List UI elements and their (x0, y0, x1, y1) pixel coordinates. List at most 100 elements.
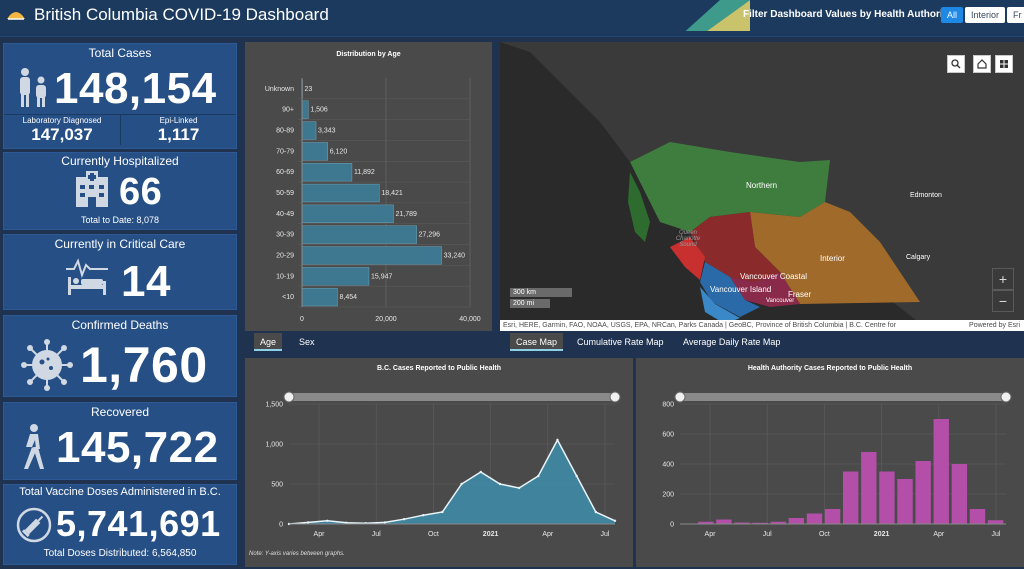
ha-cases-bar[interactable] (843, 471, 859, 525)
total-cases-title: Total Cases (88, 46, 152, 60)
range-slider-end-handle[interactable] (1000, 391, 1012, 403)
age-bar[interactable] (301, 267, 370, 286)
age-value-label: 8,454 (340, 294, 358, 301)
ha-cases-bar[interactable] (806, 513, 823, 525)
cases-point[interactable] (460, 482, 463, 486)
cases-point[interactable] (402, 518, 406, 521)
vaccine-value: 5,741,691 (56, 503, 221, 544)
map-label-northern: Northern (746, 181, 778, 190)
hospitalized-card: Currently Hospitalized 66 Total to Date:… (3, 152, 237, 230)
series-x-tick-label: Apr (542, 531, 554, 538)
cases-point[interactable] (498, 482, 502, 486)
cases-point[interactable] (383, 521, 387, 524)
filter-fraser-button[interactable]: Fr (1007, 7, 1024, 23)
ha-cases-bar[interactable] (734, 522, 750, 525)
age-bar[interactable] (301, 246, 442, 265)
cases-point[interactable] (326, 519, 329, 522)
range-slider-start-handle[interactable] (674, 391, 686, 403)
age-value-label: 18,421 (381, 190, 403, 197)
map-label-vancouver: Vancouver (766, 298, 795, 304)
tab-cumulative-rate-map[interactable]: Cumulative Rate Map (577, 337, 664, 347)
map-search-button[interactable] (947, 55, 965, 73)
cases-point[interactable] (345, 521, 348, 524)
ha-cases-bar[interactable] (987, 520, 1004, 524)
ha-cases-chart: 0 200 400 600 800 Apr Jul Oct 2021 Apr Jul (662, 391, 1012, 538)
lab-diagnosed-cell: Laboratory Diagnosed 147,037 (4, 115, 121, 145)
cases-area[interactable] (289, 440, 615, 524)
series-y-tick-label: 600 (662, 432, 674, 439)
ha-cases-bar[interactable] (824, 509, 841, 524)
cases-point[interactable] (422, 514, 425, 517)
ha-cases-bar[interactable] (716, 519, 732, 525)
ha-cases-bar[interactable] (897, 479, 913, 524)
epi-linked-cell: Epi-Linked 1,117 (121, 115, 236, 145)
tab-age[interactable]: Age (254, 333, 283, 351)
series-x-tick-label: Jul (763, 531, 772, 538)
map-basemap-button[interactable] (995, 55, 1013, 73)
age-chart-title: Distribution by Age (336, 51, 401, 58)
cases-point[interactable] (479, 470, 482, 474)
range-slider-track[interactable] (289, 393, 615, 401)
range-slider-track[interactable] (680, 393, 1006, 401)
series-x-tick-label: Jul (601, 531, 610, 538)
series-y-tick-label: 400 (662, 462, 674, 469)
y-axis-note: Note: Y-axis varies between graphs. (249, 551, 345, 557)
age-bar[interactable] (301, 142, 328, 161)
series-y-tick-label: 800 (662, 402, 674, 409)
filter-interior-button[interactable]: Interior (965, 7, 1006, 23)
ha-cases-bar[interactable] (752, 522, 768, 524)
age-category-label: 50-59 (276, 190, 294, 197)
ha-cases-bar[interactable] (951, 464, 968, 524)
recovered-value: 145,722 (56, 423, 219, 472)
cases-point[interactable] (613, 519, 617, 522)
cases-point[interactable] (517, 486, 521, 490)
filter-all-button[interactable]: All (941, 7, 964, 23)
series-x-tick-label: 2021 (874, 531, 890, 538)
ha-cases-bar[interactable] (969, 509, 986, 524)
map-home-button[interactable] (973, 55, 991, 73)
critical-care-title: Currently in Critical Care (54, 237, 186, 251)
cases-point[interactable] (441, 510, 444, 514)
range-slider-start-handle[interactable] (283, 391, 295, 403)
zoom-out-button[interactable]: − (992, 290, 1014, 312)
age-bar[interactable] (301, 204, 394, 223)
cases-point[interactable] (306, 521, 310, 524)
critical-care-card: Currently in Critical Care 14 (3, 234, 237, 310)
series-y-tick-label: 200 (662, 492, 674, 499)
range-slider-end-handle[interactable] (609, 391, 621, 403)
vaccine-syringe-icon (16, 507, 52, 543)
cases-point[interactable] (594, 510, 598, 514)
filter-label: Filter Dashboard Values by Health Author… (743, 9, 955, 20)
case-map[interactable]: Northern Edmonton Interior Calgary Vanco… (500, 42, 1024, 331)
age-bar-chart: 0 20,000 40,000 Unknown 23 90+ 1,506 80-89 3,343… (265, 78, 481, 323)
tab-case-map[interactable]: Case Map (510, 333, 564, 351)
series-x-tick-label: 2021 (483, 531, 499, 538)
age-bar[interactable] (301, 121, 317, 140)
age-bar[interactable] (301, 225, 417, 244)
ha-cases-bar[interactable] (879, 471, 895, 525)
zoom-in-button[interactable]: + (992, 268, 1014, 290)
ha-cases-bar[interactable] (770, 521, 786, 524)
cases-point[interactable] (537, 474, 540, 478)
cases-point[interactable] (556, 438, 559, 442)
series-y-tick-label: 1,000 (265, 442, 283, 449)
series-x-tick-label: Jul (992, 531, 1001, 538)
cases-point[interactable] (575, 474, 578, 478)
age-category-label: 70-79 (276, 148, 294, 155)
age-bar[interactable] (301, 287, 338, 307)
ha-cases-bar[interactable] (698, 521, 714, 524)
series-x-tick-label: Jul (372, 531, 381, 538)
age-x-tick-label: 40,000 (459, 316, 481, 323)
age-bar[interactable] (301, 100, 309, 119)
ha-cases-bar[interactable] (861, 452, 877, 524)
ha-cases-bar[interactable] (933, 419, 949, 524)
ha-cases-bar[interactable] (915, 461, 931, 524)
ha-cases-bar[interactable] (788, 518, 805, 524)
age-category-label: 30-39 (276, 232, 294, 239)
age-bar[interactable] (301, 183, 380, 203)
tab-average-daily-rate-map[interactable]: Average Daily Rate Map (683, 337, 781, 347)
age-category-label: 80-89 (276, 128, 294, 135)
age-bar[interactable] (301, 163, 353, 182)
tab-sex[interactable]: Sex (299, 337, 315, 347)
map-label-interior: Interior (820, 254, 845, 263)
